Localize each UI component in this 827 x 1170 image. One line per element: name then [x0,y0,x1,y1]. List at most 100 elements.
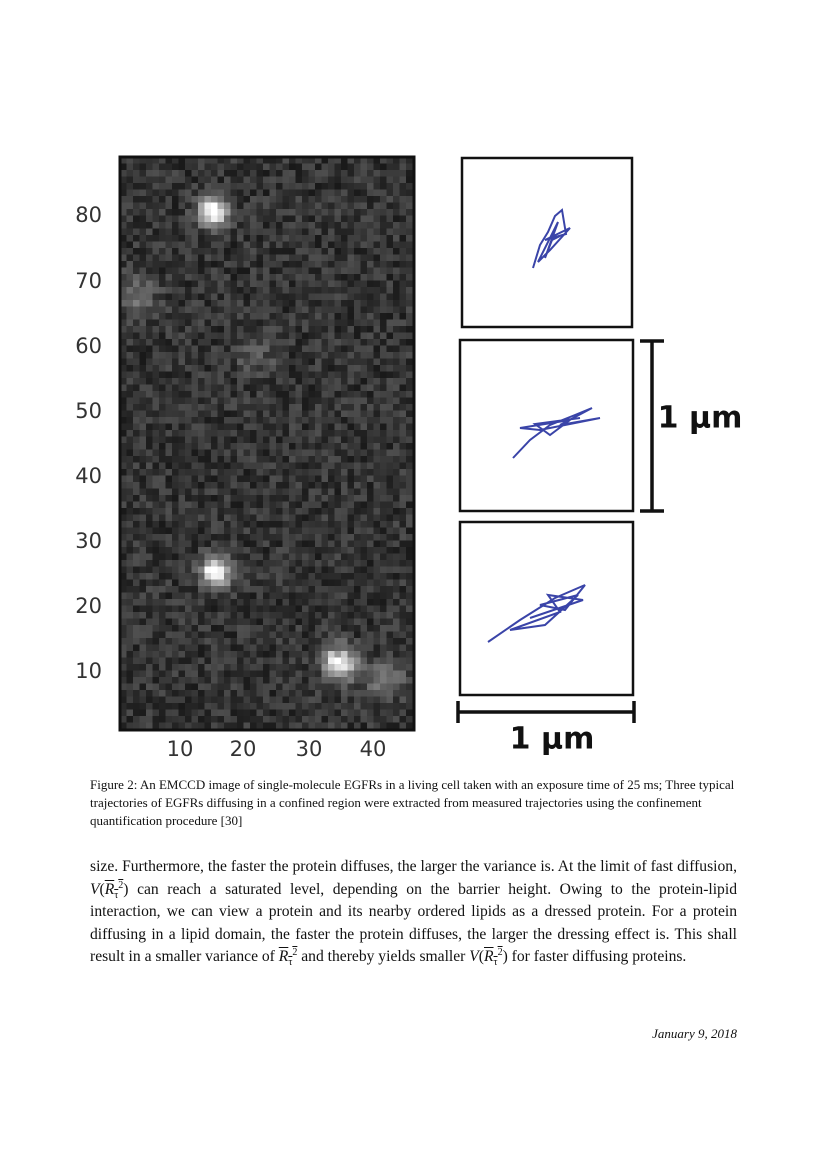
pixel [282,267,290,275]
pixel [146,644,153,652]
pixel [204,378,212,385]
pixel [334,397,342,405]
pixel [282,722,290,730]
pixel [328,391,335,398]
pixel [237,625,244,632]
pixel [289,436,296,444]
pixel [308,339,316,346]
pixel [204,228,212,236]
pixel [120,501,127,509]
pixel [282,358,290,366]
pixel [393,176,400,184]
pixel [282,716,290,723]
pixel [282,618,290,626]
pixel [302,189,309,197]
pixel [126,527,134,535]
pixel [230,384,238,392]
pixel [172,170,179,177]
pixel [133,397,140,405]
pixel [269,501,277,509]
pixel [282,508,290,515]
pixel [393,261,400,268]
pixel [367,170,374,177]
pixel [139,534,147,541]
pixel [133,358,140,366]
pixel [367,495,374,502]
pixel [159,527,166,535]
pixel [139,430,147,437]
pixel [250,339,257,346]
pixel [237,618,244,626]
pixel [146,508,153,515]
pixel [347,670,355,678]
pixel [146,345,153,353]
pixel [347,176,355,184]
pixel [243,547,251,554]
pixel [328,358,335,366]
pixel [256,553,264,561]
pixel [250,209,257,216]
emccd-image [120,157,413,730]
pixel [120,358,127,366]
pixel [217,579,225,587]
pixel [237,670,244,678]
pixel [406,371,413,379]
pixel [224,430,231,437]
pixel [354,371,361,379]
pixel [152,508,160,515]
pixel [289,547,296,554]
pixel [321,391,329,398]
pixel [224,163,231,171]
pixel [386,631,394,639]
pixel [263,397,270,405]
pixel [120,696,127,704]
pixel [289,254,296,262]
pixel [373,495,381,502]
pixel [308,657,316,665]
pixel [178,709,186,717]
pixel [243,215,251,223]
pixel [269,703,277,710]
pixel [373,456,381,463]
pixel [133,176,140,184]
pixel [328,566,335,574]
pixel [386,644,394,652]
pixel [315,579,322,587]
pixel [256,560,264,567]
pixel [230,313,238,320]
pixel [321,521,329,528]
pixel [308,547,316,554]
pixel [347,443,355,450]
pixel [133,183,140,190]
pixel [341,293,348,301]
pixel [250,170,257,177]
pixel [120,163,127,171]
pixel [250,235,257,242]
pixel [230,215,238,223]
pixel [133,319,140,327]
pixel [393,196,400,203]
pixel [276,287,283,294]
pixel [165,501,173,509]
pixel [360,287,368,294]
pixel [126,423,134,431]
pixel [256,534,264,541]
pixel [367,631,374,639]
pixel [159,306,166,314]
pixel [230,209,238,216]
pixel [152,384,160,392]
pixel [120,631,127,639]
pixel [217,670,225,678]
pixel [211,664,218,671]
pixel [269,417,277,424]
pixel [211,176,218,184]
pixel [224,261,231,268]
pixel [354,683,361,691]
pixel [334,306,342,314]
pixel [406,378,413,385]
pixel [373,683,381,691]
pixel [191,261,199,268]
pixel [367,605,374,613]
pixel [263,553,270,561]
pixel [133,209,140,216]
